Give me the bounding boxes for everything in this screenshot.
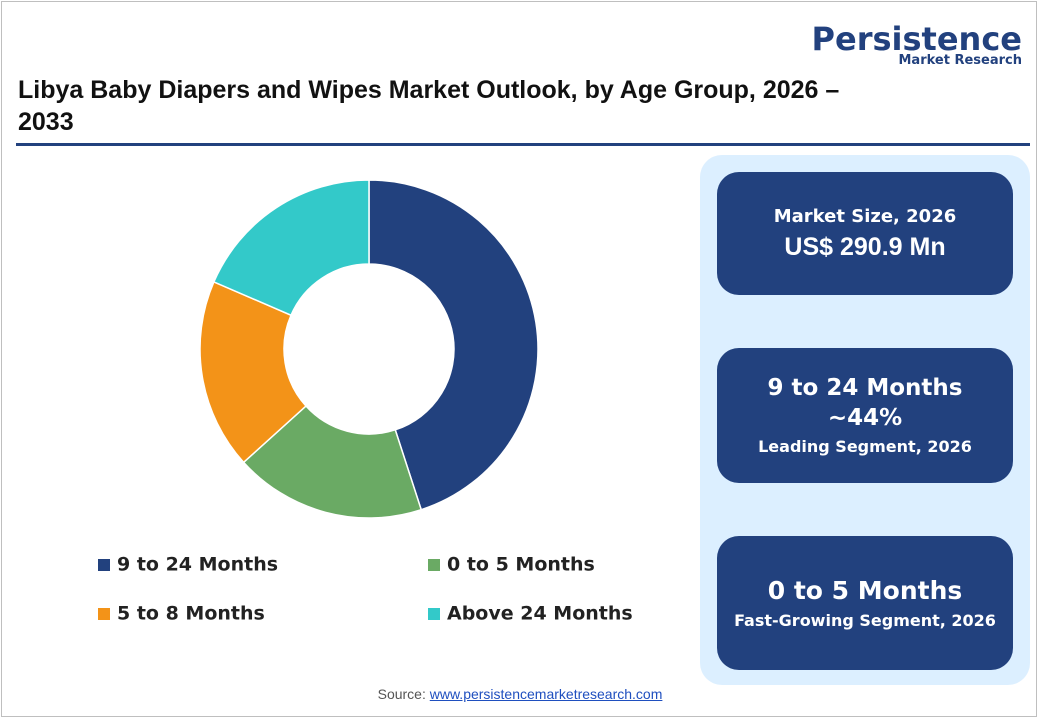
card-label: Market Size, 2026 [773, 205, 957, 227]
legend-swatch [428, 559, 440, 571]
card: 0 to 5 Months Fast-Growing Segment, 2026 [717, 536, 1013, 670]
card-value: ~44% [827, 405, 903, 431]
donut-slice [368, 179, 539, 511]
chart: 9 to 24 Months 0 to 5 Months 5 to 8 Months… [98, 179, 633, 625]
legend-label: 5 to 8 Months [117, 603, 265, 625]
title-rule [16, 143, 1030, 146]
donut-slice [242, 404, 423, 519]
source-link[interactable]: www.persistencemarketresearch.com [429, 686, 663, 702]
logo-tagline: Market Research [898, 53, 1023, 68]
card: Market Size, 2026 US$ 290.9 Mn [717, 172, 1013, 295]
legend-label: 0 to 5 Months [447, 554, 595, 576]
legend-swatch [428, 608, 440, 620]
card-value: US$ 290.9 Mn [784, 232, 946, 261]
chart-title: Libya Baby Diapers and Wipes Market Outl… [18, 76, 840, 136]
card-note: Fast-Growing Segment, 2026 [734, 611, 996, 630]
legend-label: 9 to 24 Months [117, 554, 278, 576]
card: 9 to 24 Months ~44% Leading Segment, 202… [717, 348, 1013, 483]
donut-slice [212, 179, 370, 317]
legend-swatch [98, 559, 110, 571]
card-label: 9 to 24 Months [767, 375, 963, 401]
source: Source: www.persistencemarketresearch.co… [0, 686, 1040, 702]
card-label: 0 to 5 Months [767, 576, 963, 605]
legend-label: Above 24 Months [447, 603, 633, 625]
logo-name: Persistence [811, 20, 1022, 58]
source-label: Source: [377, 686, 426, 702]
donut-slice [199, 280, 308, 464]
legend-swatch [98, 608, 110, 620]
card-note: Leading Segment, 2026 [758, 437, 972, 456]
